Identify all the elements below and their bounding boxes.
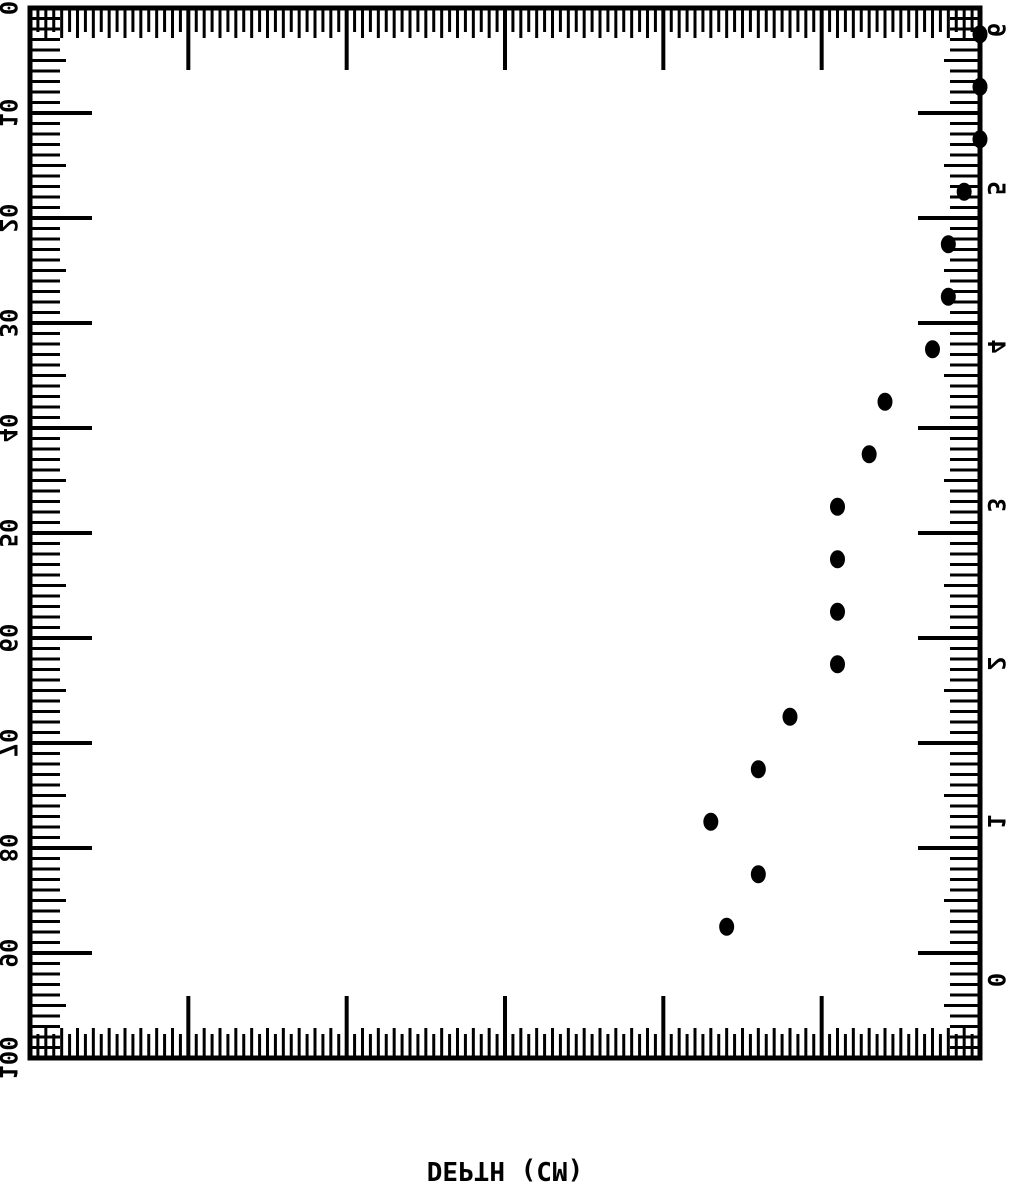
data-point bbox=[861, 445, 877, 464]
x-tick-label: 0 bbox=[0, 1, 22, 15]
x-axis-title: DEPTH (CM) bbox=[427, 1155, 584, 1185]
data-point bbox=[940, 287, 956, 306]
x-tick-label: 40 bbox=[0, 414, 22, 443]
x-tick-label: 60 bbox=[0, 624, 22, 653]
data-point bbox=[782, 707, 798, 726]
data-point bbox=[750, 865, 766, 884]
x-tick-label: 100 bbox=[0, 1036, 22, 1079]
major-ticks bbox=[30, 8, 980, 1058]
x-tick-label: 20 bbox=[0, 204, 22, 233]
data-point bbox=[940, 235, 956, 254]
data-point bbox=[972, 130, 988, 149]
data-point bbox=[830, 497, 845, 516]
data-point bbox=[877, 392, 893, 411]
data-point bbox=[972, 25, 988, 44]
x-tick-label: 10 bbox=[0, 99, 22, 128]
x-tick-label: 50 bbox=[0, 519, 22, 548]
y-tick-label: 2 bbox=[982, 656, 1010, 670]
x-tick-label: 80 bbox=[0, 834, 22, 863]
x-tick-label: 70 bbox=[0, 729, 22, 758]
data-point bbox=[972, 77, 988, 96]
data-point bbox=[956, 182, 972, 201]
data-point bbox=[750, 760, 766, 779]
data-points bbox=[703, 25, 988, 936]
data-point bbox=[830, 602, 845, 621]
data-point bbox=[830, 655, 845, 674]
data-point bbox=[925, 340, 940, 359]
data-point bbox=[703, 812, 719, 831]
y-tick-label: 3 bbox=[982, 498, 1010, 512]
tick-labels: 0 10 20 30 40 50 60 70 80 90 100 0 1 2 3 4 5 6 bbox=[0, 1, 1010, 1080]
plot-frame bbox=[27, 5, 983, 1061]
y-tick-label: 1 bbox=[982, 814, 1010, 828]
data-point bbox=[830, 550, 845, 569]
x-tick-label: 30 bbox=[0, 309, 22, 338]
y-tick-label: 4 bbox=[982, 339, 1010, 353]
minor-ticks bbox=[30, 8, 980, 1058]
y-tick-label: 5 bbox=[982, 181, 1010, 195]
data-point bbox=[719, 917, 735, 936]
y-tick-label: 0 bbox=[982, 973, 1010, 987]
y-tick-label: 6 bbox=[982, 23, 1010, 37]
x-tick-label: 90 bbox=[0, 939, 22, 968]
